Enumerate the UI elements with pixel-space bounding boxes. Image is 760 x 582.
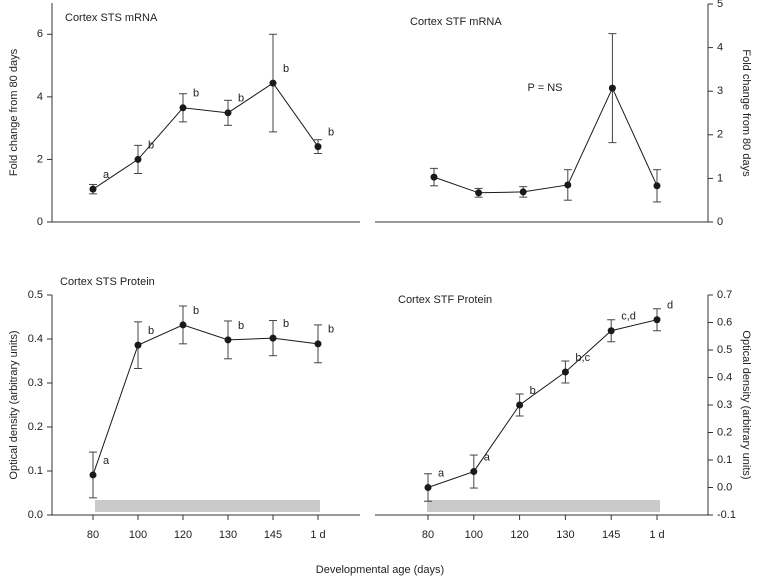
point-label: b: [283, 63, 289, 75]
data-point: [224, 336, 232, 344]
x-tick-label: 80: [87, 529, 99, 541]
y-tick-label: 2: [717, 129, 723, 141]
y-tick-label: 0: [37, 216, 43, 228]
x-tick-label: 145: [602, 529, 620, 541]
point-label: b,c: [575, 352, 590, 364]
point-label: a: [103, 455, 110, 467]
y-axis-label: Optical density (arbitrary units): [8, 330, 20, 479]
data-line: [427, 319, 658, 488]
data-line: [433, 86, 658, 194]
data-point: [134, 341, 142, 349]
chart-title: Cortex STF mRNA: [410, 16, 502, 28]
y-tick-label: 0.1: [717, 454, 732, 466]
x-tick-label: 130: [219, 529, 237, 541]
y-tick-label: 4: [37, 91, 43, 103]
data-point: [653, 316, 661, 324]
point-label: b: [530, 385, 536, 397]
x-tick-label: 120: [174, 529, 192, 541]
data-point: [519, 188, 527, 196]
point-label: b: [193, 305, 199, 317]
data-point: [314, 340, 322, 348]
data-point: [224, 109, 232, 117]
point-label: b: [238, 93, 244, 105]
chart-title: Cortex STF Protein: [398, 294, 492, 306]
data-point: [564, 181, 572, 189]
point-label: a: [484, 451, 491, 463]
data-point: [269, 79, 277, 87]
point-label: b: [148, 139, 154, 151]
y-tick-label: 5: [717, 0, 723, 10]
data-point: [89, 471, 97, 479]
y-tick-label: 0.5: [28, 289, 43, 301]
y-tick-label: 2: [37, 153, 43, 165]
x-tick-label: 120: [510, 529, 528, 541]
y-tick-label: 0.3: [717, 399, 732, 411]
x-tick-label: 1 d: [310, 529, 325, 541]
data-line: [92, 82, 319, 190]
point-label: b: [328, 324, 334, 336]
point-label: a: [438, 467, 445, 479]
y-tick-label: 4: [717, 42, 723, 54]
chart-title: Cortex STS mRNA: [65, 12, 158, 24]
data-point: [608, 84, 616, 92]
data-point: [516, 401, 524, 409]
x-tick-label: 80: [422, 529, 434, 541]
y-tick-label: 0: [717, 216, 723, 228]
point-label: b: [148, 325, 154, 337]
annotation: P = NS: [528, 82, 563, 94]
y-axis-label: Fold change from 80 days: [8, 48, 20, 176]
point-label: b: [328, 127, 334, 139]
x-axis-label: Developmental age (days): [316, 564, 444, 576]
blot-image: [95, 500, 320, 512]
blot-image: [427, 500, 660, 512]
y-tick-label: 0.2: [28, 421, 43, 433]
y-axis-label: Optical density (arbitrary units): [740, 330, 752, 479]
point-label: b: [193, 88, 199, 100]
data-point: [475, 189, 483, 197]
data-point: [314, 143, 322, 151]
point-label: b: [238, 320, 244, 332]
data-point: [89, 185, 97, 193]
y-tick-label: 6: [37, 28, 43, 40]
y-tick-label: 0.0: [28, 509, 43, 521]
data-point: [424, 484, 432, 491]
y-tick-label: 0.3: [28, 377, 43, 389]
chart-title: Cortex STS Protein: [60, 276, 155, 288]
y-tick-label: 1: [717, 172, 723, 184]
point-label: a: [103, 169, 110, 181]
point-label: d: [667, 300, 673, 312]
point-label: c,d: [621, 311, 636, 323]
y-tick-label: 0.4: [717, 371, 732, 383]
data-point: [179, 104, 187, 112]
x-tick-label: 1 d: [649, 529, 664, 541]
y-tick-label: 0.4: [28, 333, 43, 345]
data-point: [269, 334, 277, 342]
data-point: [430, 173, 438, 181]
y-tick-label: 0.5: [717, 344, 732, 356]
y-tick-label: -0.1: [717, 509, 736, 521]
x-tick-label: 145: [264, 529, 282, 541]
data-point: [561, 368, 569, 376]
point-label: b: [283, 318, 289, 330]
data-point: [653, 182, 661, 190]
y-tick-label: 3: [717, 85, 723, 97]
y-tick-label: 0.6: [717, 316, 732, 328]
y-tick-label: 0.7: [717, 289, 732, 301]
y-tick-label: 0.1: [28, 465, 43, 477]
data-point: [607, 327, 615, 335]
x-tick-label: 100: [465, 529, 483, 541]
data-point: [134, 155, 142, 163]
data-line: [92, 324, 319, 476]
y-tick-label: 0.0: [717, 481, 732, 493]
data-point: [179, 321, 187, 329]
x-tick-label: 100: [129, 529, 147, 541]
data-point: [470, 468, 478, 476]
x-tick-label: 130: [556, 529, 574, 541]
y-tick-label: 0.2: [717, 426, 732, 438]
y-axis-label: Fold change from 80 days: [740, 49, 752, 177]
